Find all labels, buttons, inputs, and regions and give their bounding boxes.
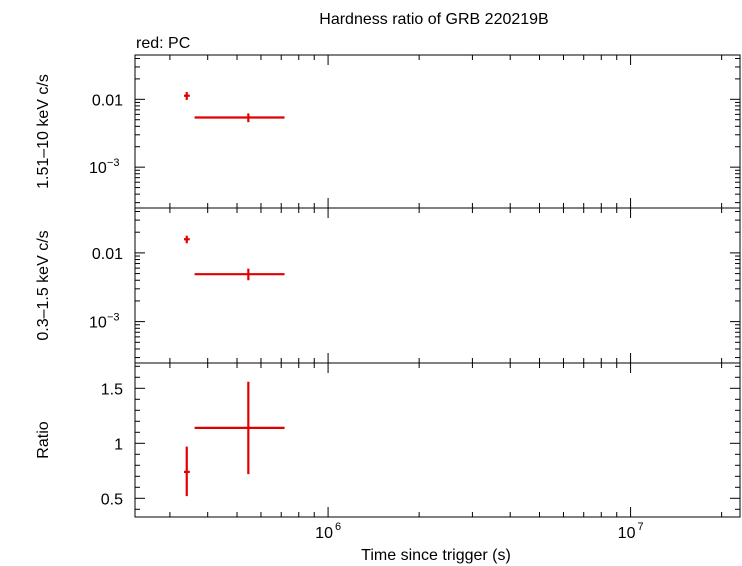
x-tick-label-base: 10 [315,525,333,542]
y-tick-label: 0.01 [92,92,123,109]
panel-frame [134,362,741,518]
data-point [194,381,285,475]
y-tick-label-exp: −3 [107,312,120,324]
y-tick-label-base: 10 [89,160,107,177]
y-tick-label-base: 10 [89,315,107,332]
x-tick-label-base: 10 [618,525,636,542]
panel-ratio: 0.5 1 1.5 Ratio [35,362,741,518]
panel-soft: 0.01 10 −3 0.3–1.5 keV c/s [35,207,741,364]
panel-hard: 0.01 10 −3 1.51–10 keV c/s [35,54,741,209]
y-tick-label: 1 [114,436,123,453]
y-axis-label: Ratio [35,421,52,458]
y-tick-label: 0.5 [101,491,123,508]
x-tick-label-exp: 6 [335,521,341,533]
x-axis-label: Time since trigger (s) [361,547,511,564]
y-axis-label: 1.51–10 keV c/s [35,74,52,189]
data-point [194,268,285,281]
data-point [194,113,285,123]
chart-title: Hardness ratio of GRB 220219B [319,11,548,28]
data-point [184,446,190,497]
y-tick-label-exp: −3 [107,157,120,169]
data-point [184,92,190,100]
y-tick-label: 0.01 [92,246,123,263]
panel-frame [134,207,741,364]
legend-note: red: PC [136,35,190,52]
y-tick-label: 1.5 [101,381,123,398]
y-axis-label: 0.3–1.5 keV c/s [35,230,52,340]
x-tick-label-exp: 7 [638,521,644,533]
panel-frame [134,54,741,209]
data-point [184,235,190,244]
